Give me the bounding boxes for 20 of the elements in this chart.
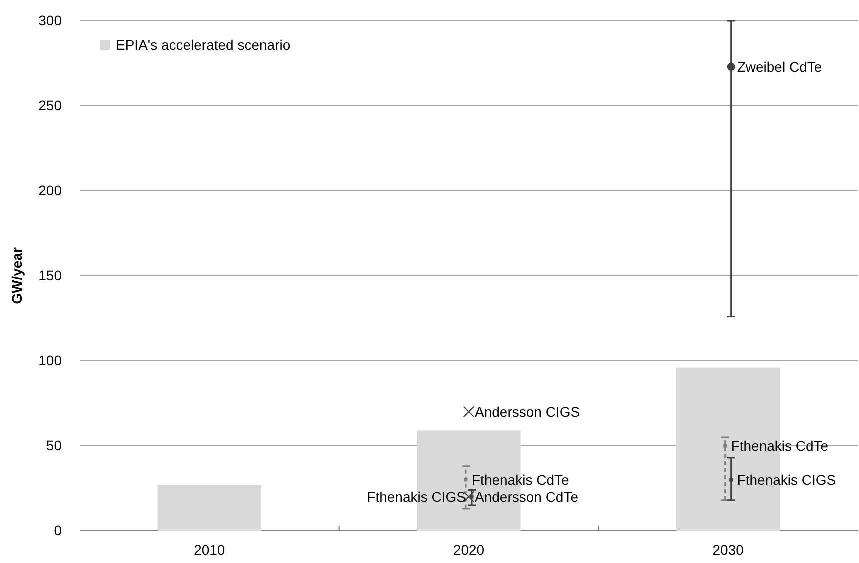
y-axis-title: GW/year [9,247,25,304]
y-tick-label: 300 [38,12,62,28]
series-label: Fthenakis CIGS [367,488,466,505]
series-label: Andersson CdTe [475,488,579,505]
text: Fthenakis CIGS [737,472,836,488]
bar [158,485,262,531]
y-tick-label: 200 [38,182,62,198]
y-tick-label: 50 [46,437,62,454]
series-label: Andersson CIGS [475,404,580,420]
x-tick-label: 2030 [712,542,744,558]
y-tick-label: 150 [38,267,62,284]
x-tick-label: 2020 [453,542,485,558]
y-tick-label: 100 [38,352,62,368]
y-tick-label: 250 [38,97,62,114]
text: Fthenakis CdTe [731,438,829,454]
series-label: Fthenakis CdTe [472,472,570,488]
legend-label: EPIA's accelerated scenario [116,36,291,53]
y-tick-label: 0 [54,522,62,538]
series-label: Zweibel CdTe [737,58,822,75]
x-tick-label: 2010 [194,542,226,558]
